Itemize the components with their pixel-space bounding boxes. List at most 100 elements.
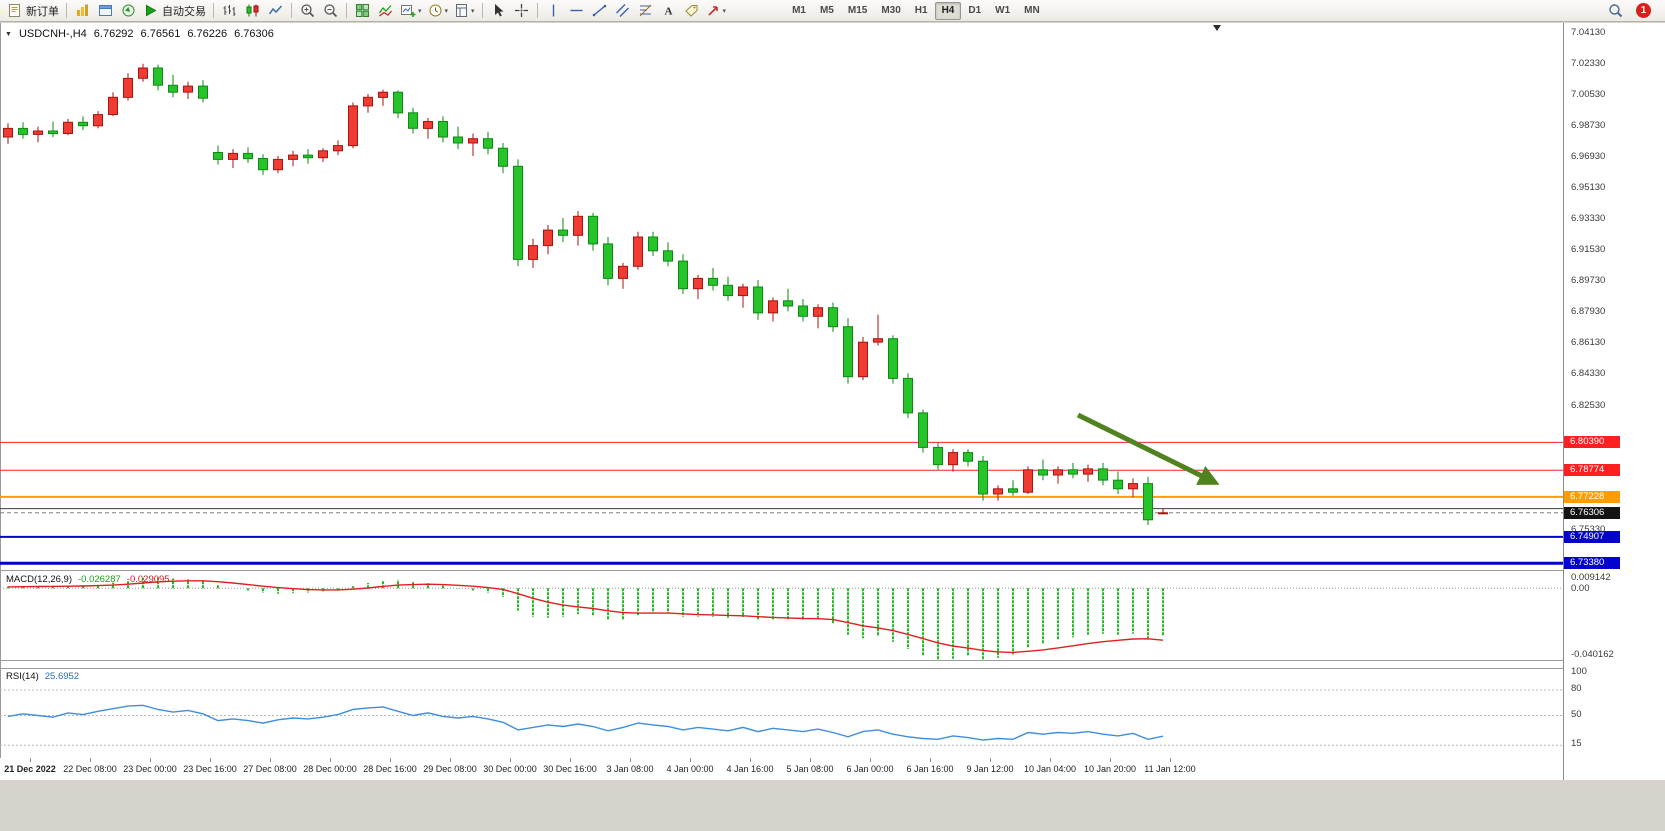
time-axis-label: 4 Jan 16:00 — [726, 764, 774, 774]
time-axis-label: 9 Jan 12:00 — [966, 764, 1014, 774]
current-price-badge: 6.76306 — [1564, 506, 1620, 519]
time-axis-label: 21 Dec 2022 — [4, 764, 56, 774]
notification-badge[interactable]: 1 — [1636, 3, 1651, 18]
crosshair-button[interactable] — [510, 1, 533, 21]
fibonacci-icon — [638, 3, 653, 18]
rsi-label: RSI(14) 25.6952 — [6, 671, 79, 682]
price-scale-label: 6.95130 — [1571, 182, 1606, 194]
time-axis-label: 10 Jan 20:00 — [1083, 764, 1137, 774]
vertical-line-button[interactable] — [542, 1, 565, 21]
rsi-scale-label: 100 — [1571, 666, 1587, 677]
bar-chart-button[interactable] — [218, 1, 241, 21]
time-axis-label: 29 Dec 08:00 — [423, 764, 477, 774]
arrows-button[interactable]: ▾ — [703, 1, 730, 21]
data-window-button[interactable] — [94, 1, 117, 21]
trendline-icon — [592, 3, 607, 18]
tile-windows-button[interactable] — [351, 1, 374, 21]
trendline-button[interactable] — [588, 1, 611, 21]
search-button[interactable] — [1604, 1, 1627, 21]
time-axis[interactable]: 21 Dec 2022 22 Dec 08:00 23 Dec 00:00 23 De… — [0, 758, 1563, 780]
price-scale-label: 6.96930 — [1571, 151, 1606, 163]
macd-canvas[interactable] — [0, 572, 1563, 660]
rsi-level-lines — [0, 689, 1563, 746]
timeframe-h4-button[interactable]: H4 — [934, 1, 962, 20]
time-axis-label: 22 Dec 08:00 — [63, 764, 117, 774]
timeframe-m30-button[interactable]: M30 — [874, 2, 907, 20]
price-line-badge: 6.74907 — [1564, 530, 1620, 543]
zoom-out-button[interactable] — [319, 1, 342, 21]
price-chart-panel[interactable]: ▼ USDCNH-,H4 6.76292 6.76561 6.76226 6.7… — [0, 23, 1563, 571]
price-line-badge: 6.73380 — [1564, 557, 1620, 570]
candlestick-chart-button[interactable] — [241, 1, 264, 21]
timeframe-m5-button[interactable]: M5 — [813, 2, 841, 20]
text-button[interactable]: A — [657, 1, 680, 21]
price-scale-label: 6.82530 — [1571, 399, 1606, 411]
zoom-in-icon — [300, 3, 315, 18]
periods-clock-icon — [428, 3, 443, 18]
navigator-button[interactable] — [117, 1, 140, 21]
time-axis-tick — [450, 758, 451, 762]
cursor-button[interactable] — [487, 1, 510, 21]
rsi-panel[interactable]: RSI(14) 25.6952 — [0, 668, 1563, 759]
toolbar-separator — [291, 3, 292, 18]
main-toolbar: 新订单 自动交易 ▾ ▾ ▾ A ▾ — [0, 0, 1665, 22]
horizontal-lines — [0, 441, 1563, 565]
price-chart-canvas[interactable] — [0, 23, 1563, 570]
new-order-button[interactable]: 新订单 — [4, 1, 62, 21]
price-axis[interactable]: 7.04130 7.02330 7.00530 6.98730 6.96930 6.951… — [1563, 23, 1665, 780]
indicators-button[interactable] — [374, 1, 397, 21]
tile-windows-icon — [355, 3, 370, 18]
macd-scale-label: 0.00 — [1571, 583, 1590, 595]
macd-plot[interactable] — [0, 572, 1563, 660]
time-axis-tick — [210, 758, 211, 762]
templates-button[interactable]: ▾ — [451, 1, 478, 21]
time-axis-tick — [30, 758, 31, 762]
chart-title: ▼ USDCNH-,H4 6.76292 6.76561 6.76226 6.7… — [5, 28, 274, 40]
chart-window: ▼ USDCNH-,H4 6.76292 6.76561 6.76226 6.7… — [0, 23, 1665, 780]
rsi-plot[interactable] — [0, 669, 1563, 758]
timeframe-h1-button[interactable]: H1 — [908, 2, 935, 20]
chart-symbol-period: USDCNH-,H4 — [18, 28, 87, 40]
chart-close-value: 6.76306 — [234, 28, 274, 40]
market-watch-button[interactable] — [71, 1, 94, 21]
chart-shift-marker[interactable] — [1213, 25, 1221, 31]
auto-trading-play-icon — [143, 3, 158, 18]
channel-button[interactable] — [611, 1, 634, 21]
horizontal-line-button[interactable] — [565, 1, 588, 21]
timeframe-mn-button[interactable]: MN — [1017, 2, 1047, 20]
cursor-icon — [491, 3, 506, 18]
fibonacci-button[interactable] — [634, 1, 657, 21]
time-axis-tick — [990, 758, 991, 762]
periods-button[interactable]: ▾ — [425, 1, 452, 21]
price-line-badge: 6.80390 — [1564, 436, 1620, 449]
zoom-out-icon — [323, 3, 338, 18]
timeframe-w1-button[interactable]: W1 — [988, 2, 1017, 20]
indicators-icon — [378, 3, 393, 18]
auto-trading-button[interactable]: 自动交易 — [140, 1, 209, 21]
time-axis-tick — [570, 758, 571, 762]
time-axis-label: 6 Jan 16:00 — [906, 764, 954, 774]
market-watch-icon — [75, 3, 90, 18]
line-chart-button[interactable] — [264, 1, 287, 21]
chart-menu-icon[interactable]: ▼ — [5, 30, 12, 38]
price-chart-plot[interactable] — [0, 23, 1563, 570]
text-label-button[interactable] — [680, 1, 703, 21]
time-axis-label: 5 Jan 08:00 — [786, 764, 834, 774]
time-axis-label: 30 Dec 16:00 — [543, 764, 597, 774]
price-scale-label: 7.00530 — [1571, 89, 1606, 101]
navigator-icon — [121, 3, 136, 18]
time-axis-label: 23 Dec 00:00 — [123, 764, 177, 774]
price-scale-label: 6.87930 — [1571, 306, 1606, 318]
rsi-line — [7, 704, 1164, 741]
timeframe-d1-button[interactable]: D1 — [961, 2, 988, 20]
new-chart-button[interactable]: ▾ — [397, 1, 425, 21]
macd-panel[interactable]: MACD(12,26,9) -0.026287 -0.029095 — [0, 572, 1563, 661]
candlestick-chart-icon — [245, 3, 260, 18]
timeframe-m1-button[interactable]: M1 — [785, 2, 813, 20]
time-axis-tick — [1170, 758, 1171, 762]
zoom-in-button[interactable] — [296, 1, 319, 21]
rsi-canvas[interactable] — [0, 669, 1563, 758]
macd-signal-line — [7, 580, 1164, 654]
timeframe-m15-button[interactable]: M15 — [841, 2, 874, 20]
